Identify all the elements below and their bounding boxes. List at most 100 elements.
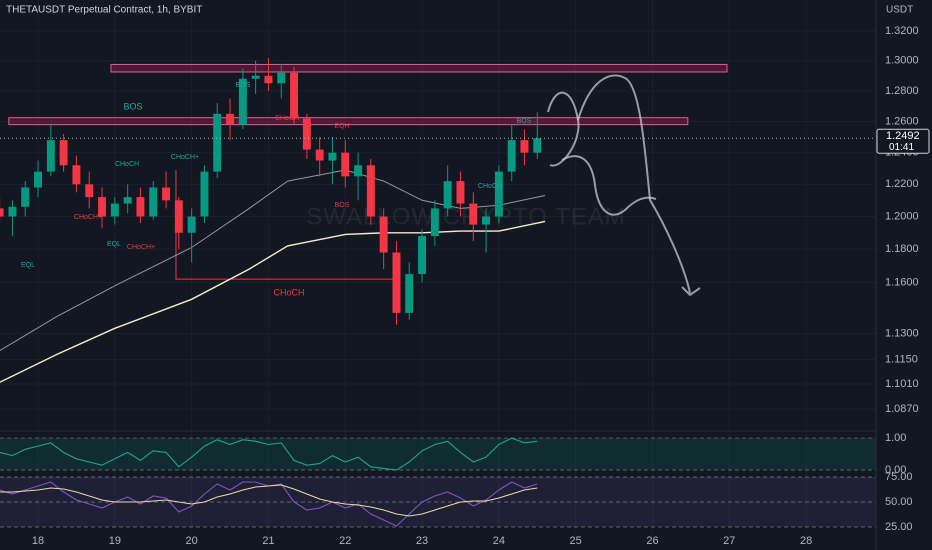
moving-average xyxy=(0,220,546,383)
candle-body xyxy=(494,171,503,217)
candle-body xyxy=(302,118,311,150)
x-tick-label: 20 xyxy=(186,535,198,547)
candle-body xyxy=(277,72,286,84)
y-tick-label: 0.00 xyxy=(885,464,906,476)
candle-body xyxy=(354,165,363,177)
candle-body xyxy=(341,152,350,177)
projection-path xyxy=(577,74,691,294)
candle-body xyxy=(72,165,81,185)
price-tag xyxy=(876,128,930,154)
candle-body xyxy=(482,216,491,225)
y-tick-label: 1.1010 xyxy=(885,378,919,390)
candle-body xyxy=(264,75,273,84)
structure-label: CHoCH xyxy=(273,287,304,297)
countdown-label: 01:41 xyxy=(889,142,914,153)
candle-body xyxy=(123,197,132,204)
candle-body xyxy=(187,216,196,233)
structure-label: BOS xyxy=(517,118,532,125)
structure-label: CHoCH xyxy=(275,115,299,122)
candle-body xyxy=(226,113,235,125)
watermark: SWALLOW CRYPTO TEAM xyxy=(306,203,626,230)
candle-body xyxy=(443,181,452,209)
x-tick-label: 24 xyxy=(493,535,505,547)
y-tick-label: 1.2600 xyxy=(885,115,919,127)
candle-body xyxy=(149,187,158,217)
candle-body xyxy=(456,181,465,204)
y-tick-label: 1.1300 xyxy=(885,327,919,339)
candle-body xyxy=(21,187,30,207)
chart-title: THETAUSDT Perpetual Contract, 1h, BYBIT xyxy=(6,5,202,16)
grid-layer xyxy=(0,437,876,528)
y-tick-label: 25.00 xyxy=(885,521,913,533)
x-tick-label: 28 xyxy=(800,535,812,547)
candle-body xyxy=(251,75,260,79)
candle-body xyxy=(418,236,427,275)
candle-body xyxy=(379,216,388,253)
candle-body xyxy=(430,208,439,237)
candle-body xyxy=(110,203,119,217)
candle-body xyxy=(366,165,375,217)
marks-layer: BOS CHoCH CHoCH+ CHoCH+ EQL CHoCH+ EQL BOS CHoCH… xyxy=(0,57,876,527)
candle-body xyxy=(290,72,298,119)
x-tick-label: 26 xyxy=(646,535,658,547)
candle-body xyxy=(533,138,542,153)
structure-label: CHoCH xyxy=(115,161,139,168)
y-tick-label: 1.1800 xyxy=(885,243,919,255)
candle-body xyxy=(238,78,247,125)
x-tick-label: 19 xyxy=(109,535,121,547)
structure-label: BOS xyxy=(236,82,251,89)
structure-label: CHoCH+ xyxy=(127,244,155,251)
y-tick-label: 1.2800 xyxy=(885,85,919,97)
candle-body xyxy=(34,171,42,188)
y-tick-label: 50.00 xyxy=(885,496,913,508)
price-tag-label: 1.2492 xyxy=(886,130,920,142)
x-tick-label: 23 xyxy=(416,535,428,547)
structure-label: CHoCH xyxy=(478,183,502,190)
structure-label: BOS xyxy=(123,101,142,111)
band-fill xyxy=(0,438,876,471)
candle-body xyxy=(469,203,478,225)
candle-body xyxy=(46,140,55,172)
structure-label: EQL xyxy=(21,262,35,269)
y-tick-label: 1.3000 xyxy=(885,55,919,67)
candle-body xyxy=(136,197,145,217)
arrow-head xyxy=(681,286,701,297)
structure-label: BOS xyxy=(335,202,350,209)
candle-body xyxy=(392,252,401,313)
candle-body xyxy=(520,140,529,153)
indicator-line xyxy=(0,484,538,517)
x-tick-label: 27 xyxy=(723,535,735,547)
candle-body xyxy=(507,140,516,172)
y-tick-label: 1.1150 xyxy=(885,353,918,365)
structure-label: CHoCH+ xyxy=(74,214,102,221)
y-tick-label: 1.2200 xyxy=(885,178,919,190)
candle-body xyxy=(213,113,222,172)
projection-path xyxy=(561,155,657,216)
price-zone xyxy=(110,63,728,73)
x-tick-label: 22 xyxy=(339,535,351,547)
y-tick-label: 1.1600 xyxy=(885,276,919,288)
y-tick-label: 1.0870 xyxy=(885,403,919,415)
structure-label: CHoCH+ xyxy=(171,154,199,161)
candle-body xyxy=(162,187,171,201)
candle-body xyxy=(0,208,4,217)
candle-body xyxy=(405,274,414,313)
price-zone xyxy=(8,117,689,126)
structure-label: EQH xyxy=(334,123,349,130)
structure-label: EQL xyxy=(107,241,121,248)
y-tick-label: 1.3200 xyxy=(885,25,919,37)
y-tick-label: 1.2000 xyxy=(885,210,919,222)
candle-body xyxy=(328,152,337,161)
y-tick-label: 75.00 xyxy=(885,471,913,483)
candle-body xyxy=(174,200,183,233)
x-tick-label: 21 xyxy=(262,535,274,547)
projection xyxy=(547,74,701,297)
indicator-line xyxy=(0,437,538,471)
currency-label: USDT xyxy=(886,5,913,16)
candle-body xyxy=(98,197,106,217)
candle-body xyxy=(8,206,17,217)
x-tick-label: 25 xyxy=(570,535,582,547)
